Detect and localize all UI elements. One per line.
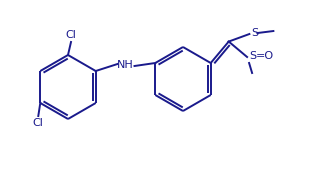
Text: S: S xyxy=(250,51,257,61)
Text: =O: =O xyxy=(256,51,274,61)
Text: Cl: Cl xyxy=(33,118,44,128)
Text: Cl: Cl xyxy=(66,30,76,40)
Text: NH: NH xyxy=(117,60,134,70)
Text: S: S xyxy=(251,28,258,38)
